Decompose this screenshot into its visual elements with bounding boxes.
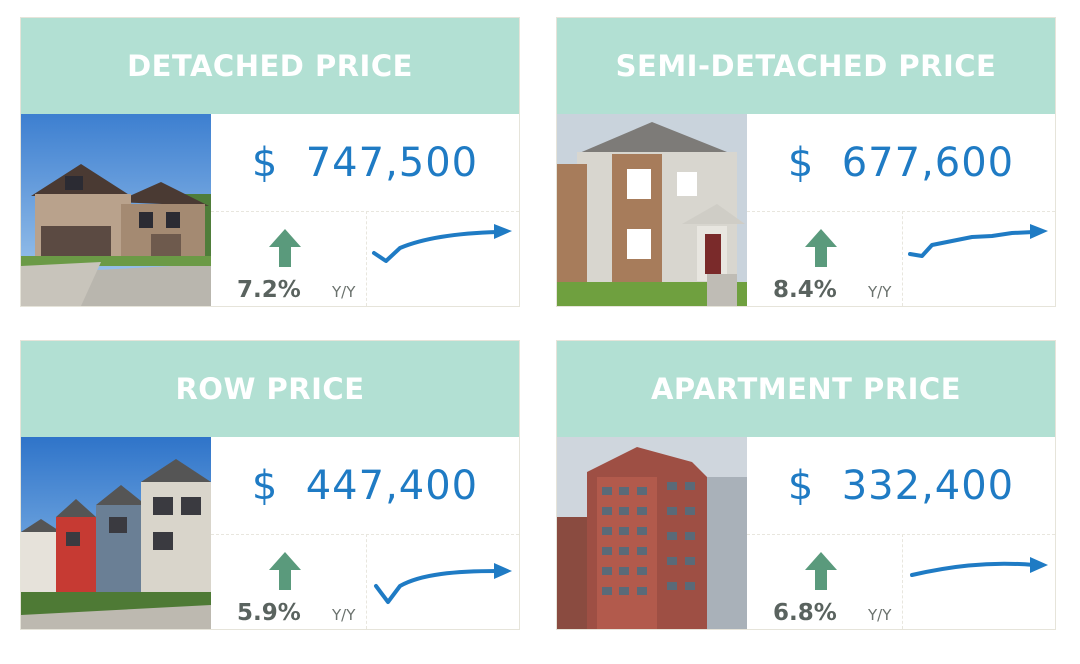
change-box: 7.2% Y/Y <box>211 211 367 306</box>
trend-up-icon <box>366 211 519 306</box>
apartment-tower-photo <box>557 437 747 629</box>
card-title: APARTMENT PRICE <box>650 372 962 406</box>
trend-up-icon <box>366 534 519 629</box>
percent-change: 5.9% <box>237 600 301 626</box>
card-title: SEMI-DETACHED PRICE <box>615 49 997 83</box>
row-price-card: ROW PRICE $ 447,400 5.9% <box>20 340 520 630</box>
price-box: $ 747,500 <box>211 114 519 212</box>
card-header: SEMI-DETACHED PRICE <box>557 18 1055 114</box>
price-box: $ 677,600 <box>747 114 1055 212</box>
period-label: Y/Y <box>332 606 356 624</box>
semi-detached-price-card: SEMI-DETACHED PRICE $ 677,600 8.4% Y/Y <box>556 17 1056 307</box>
card-title: DETACHED PRICE <box>127 49 413 83</box>
card-header: DETACHED PRICE <box>21 18 519 114</box>
percent-change: 8.4% <box>773 277 837 303</box>
card-title: ROW PRICE <box>175 372 365 406</box>
trend-up-icon <box>902 211 1055 306</box>
percent-change: 7.2% <box>237 277 301 303</box>
card-header: APARTMENT PRICE <box>557 341 1055 437</box>
price-box: $ 332,400 <box>747 437 1055 535</box>
trend-up-icon <box>902 534 1055 629</box>
detached-price-card: DETACHED PRICE $ 747,500 7.2% Y/Y <box>20 17 520 307</box>
row-houses-photo <box>21 437 211 629</box>
period-label: Y/Y <box>868 283 892 301</box>
price-value: $ 447,400 <box>251 462 479 509</box>
price-value: $ 747,500 <box>251 139 479 186</box>
up-arrow-icon <box>805 552 837 594</box>
up-arrow-icon <box>269 229 301 271</box>
period-label: Y/Y <box>868 606 892 624</box>
up-arrow-icon <box>805 229 837 271</box>
price-value: $ 677,600 <box>787 139 1015 186</box>
change-box: 6.8% Y/Y <box>747 534 903 629</box>
change-box: 5.9% Y/Y <box>211 534 367 629</box>
period-label: Y/Y <box>332 283 356 301</box>
up-arrow-icon <box>269 552 301 594</box>
semi-detached-house-photo <box>557 114 747 306</box>
percent-change: 6.8% <box>773 600 837 626</box>
change-box: 8.4% Y/Y <box>747 211 903 306</box>
card-header: ROW PRICE <box>21 341 519 437</box>
price-value: $ 332,400 <box>787 462 1015 509</box>
price-box: $ 447,400 <box>211 437 519 535</box>
apartment-price-card: APARTMENT PRICE $ 332,400 <box>556 340 1056 630</box>
detached-house-photo <box>21 114 211 306</box>
